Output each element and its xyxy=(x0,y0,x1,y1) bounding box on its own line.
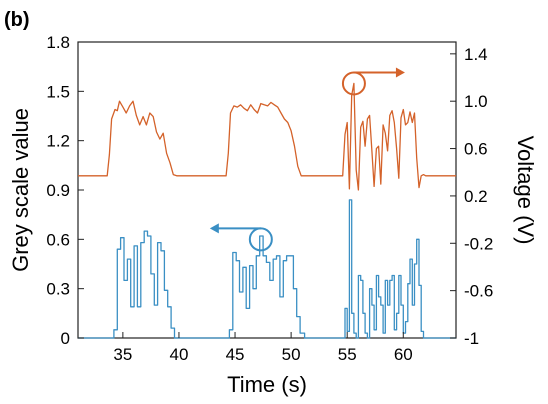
right-axis-ticks: -1 -0.6 -0.2 0.2 0.6 1.0 1.4 xyxy=(450,45,493,348)
right-tick-label: -0.2 xyxy=(464,234,493,253)
annotation-circle xyxy=(248,227,273,252)
right-tick-label: 0.6 xyxy=(464,140,488,159)
x-tick-label: 60 xyxy=(394,345,413,364)
right-tick-label: 1.4 xyxy=(464,45,488,64)
left-tick-label: 0 xyxy=(61,329,70,348)
x-tick-label: 55 xyxy=(338,345,357,364)
panel-label: (b) xyxy=(4,9,30,31)
x-axis-ticks: 35 40 45 50 55 60 xyxy=(113,332,413,364)
right-axis-title: Voltage (V) xyxy=(513,136,538,245)
x-axis-title: Time (s) xyxy=(227,372,307,397)
left-tick-label: 0.3 xyxy=(46,280,70,299)
right-tick-label: 1.0 xyxy=(464,92,488,111)
left-tick-label: 1.8 xyxy=(46,33,70,52)
x-tick-label: 45 xyxy=(226,345,245,364)
voltage-series-line xyxy=(78,82,456,191)
left-axis-title: Grey scale value xyxy=(8,108,33,272)
right-tick-label: -1 xyxy=(464,329,479,348)
annotation-arrowhead xyxy=(395,67,405,78)
x-tick-label: 40 xyxy=(169,345,188,364)
left-tick-label: 1.5 xyxy=(46,82,70,101)
annotation-arrowhead xyxy=(209,223,219,234)
annotations-layer xyxy=(209,67,405,252)
voltage-series-layer xyxy=(78,82,456,191)
right-tick-label: 0.2 xyxy=(464,187,488,206)
x-tick-label: 50 xyxy=(282,345,301,364)
left-tick-label: 0.6 xyxy=(46,230,70,249)
left-axis-ticks: 0 0.3 0.6 0.9 1.2 1.5 1.8 xyxy=(46,33,84,348)
right-tick-label: -0.6 xyxy=(464,282,493,301)
left-tick-label: 1.2 xyxy=(46,132,70,151)
left-tick-label: 0.9 xyxy=(46,181,70,200)
grey-series-layer xyxy=(78,199,456,339)
grey-series-line xyxy=(78,199,456,339)
x-tick-label: 35 xyxy=(113,345,132,364)
